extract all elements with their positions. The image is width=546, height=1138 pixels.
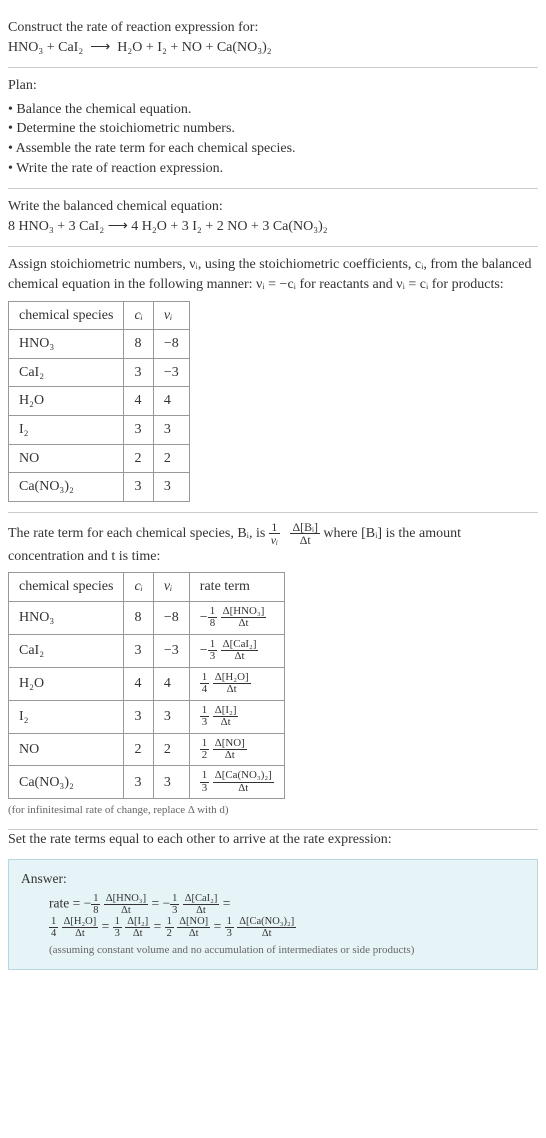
- answer-box: Answer: rate = −18 Δ[HNO₃]Δt = −13 Δ[CaI…: [8, 859, 538, 969]
- col-species: chemical species: [9, 301, 124, 330]
- col-species: chemical species: [9, 573, 124, 602]
- plan-item: Write the rate of reaction expression.: [8, 159, 538, 179]
- table-row: I₂33: [9, 415, 190, 444]
- intro-line1: Construct the rate of reaction expressio…: [8, 18, 538, 38]
- plan-heading: Plan:: [8, 76, 538, 96]
- table-row: HNO₃8−8: [9, 330, 190, 359]
- rate-term-table: chemical species cᵢ νᵢ rate term HNO₃8−8…: [8, 572, 285, 799]
- stoich-text: Assign stoichiometric numbers, νᵢ, using…: [8, 255, 538, 294]
- final-block: Set the rate terms equal to each other t…: [8, 830, 538, 970]
- table-row: Ca(NO₃)₂3313 Δ[Ca(NO₃)₂]Δt: [9, 766, 285, 799]
- table-row: H₂O44: [9, 387, 190, 416]
- col-rate-term: rate term: [189, 573, 284, 602]
- answer-label: Answer:: [21, 870, 525, 889]
- balanced-heading: Write the balanced chemical equation:: [8, 197, 538, 217]
- col-ci: cᵢ: [124, 573, 153, 602]
- outer-fraction: 1 νᵢ: [269, 521, 280, 547]
- final-heading: Set the rate terms equal to each other t…: [8, 830, 538, 850]
- col-ci: cᵢ: [124, 301, 153, 330]
- plan-item: Determine the stoichiometric numbers.: [8, 119, 538, 139]
- rate-term-block: The rate term for each chemical species,…: [8, 513, 538, 830]
- intro-block: Construct the rate of reaction expressio…: [8, 10, 538, 68]
- table-row: CaI₂3−3: [9, 358, 190, 387]
- col-vi: νᵢ: [153, 301, 189, 330]
- intro-equation: HNO₃ + CaI₂ ⟶ H₂O + I₂ + NO + Ca(NO₃)₂: [8, 38, 538, 58]
- balanced-equation: 8 HNO₃ + 3 CaI₂ ⟶ 4 H₂O + 3 I₂ + 2 NO + …: [8, 217, 538, 237]
- table-header-row: chemical species cᵢ νᵢ: [9, 301, 190, 330]
- intro-eq-rhs: H₂O + I₂ + NO + Ca(NO₃)₂: [117, 40, 271, 55]
- answer-expression: rate = −18 Δ[HNO₃]Δt = −13 Δ[CaI₂]Δt = 1…: [49, 893, 525, 939]
- stoich-table: chemical species cᵢ νᵢ HNO₃8−8 CaI₂3−3 H…: [8, 301, 190, 502]
- plan-item: Balance the chemical equation.: [8, 100, 538, 120]
- table-row: NO22: [9, 444, 190, 473]
- intro-eq-arrow: ⟶: [90, 40, 110, 55]
- plan-block: Plan: Balance the chemical equation. Det…: [8, 68, 538, 189]
- table-row: CaI₂3−3−13 Δ[CaI₂]Δt: [9, 634, 285, 667]
- answer-note: (assuming constant volume and no accumul…: [49, 943, 525, 958]
- intro-eq-lhs: HNO₃ + CaI₂: [8, 40, 83, 55]
- rate-term-note: (for infinitesimal rate of change, repla…: [8, 803, 538, 818]
- plan-list: Balance the chemical equation. Determine…: [8, 100, 538, 178]
- table-row: I₂3313 Δ[I₂]Δt: [9, 700, 285, 733]
- table-row: H₂O4414 Δ[H₂O]Δt: [9, 667, 285, 700]
- col-vi: νᵢ: [153, 573, 189, 602]
- inner-fraction: Δ[Bᵢ] Δt: [290, 521, 319, 547]
- rate-term-text: The rate term for each chemical species,…: [8, 521, 538, 567]
- table-row: NO2212 Δ[NO]Δt: [9, 733, 285, 766]
- stoich-block: Assign stoichiometric numbers, νᵢ, using…: [8, 247, 538, 512]
- table-header-row: chemical species cᵢ νᵢ rate term: [9, 573, 285, 602]
- plan-item: Assemble the rate term for each chemical…: [8, 139, 538, 159]
- table-row: Ca(NO₃)₂33: [9, 473, 190, 502]
- table-row: HNO₃8−8−18 Δ[HNO₃]Δt: [9, 601, 285, 634]
- balanced-block: Write the balanced chemical equation: 8 …: [8, 189, 538, 247]
